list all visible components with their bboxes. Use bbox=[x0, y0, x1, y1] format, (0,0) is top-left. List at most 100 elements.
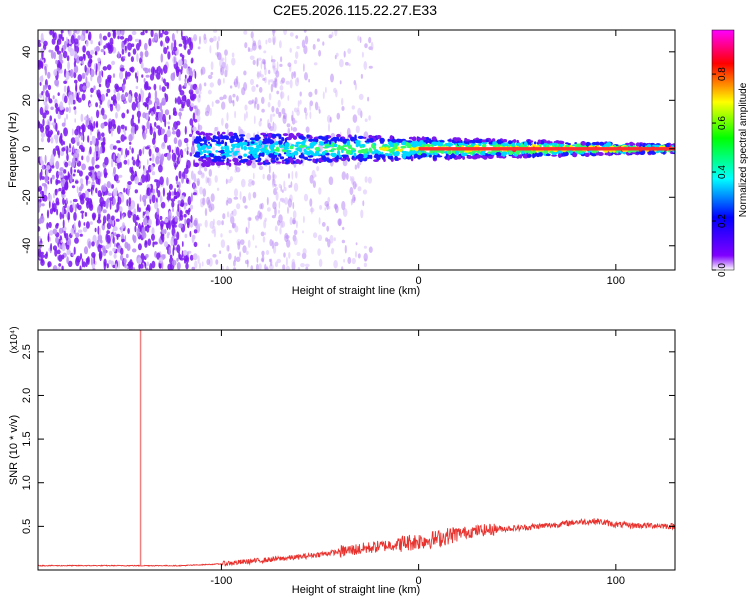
spectrogram-noise-speckle bbox=[96, 109, 100, 119]
spectrogram-noise-speckle bbox=[95, 151, 99, 156]
spectrogram-noise-speckle bbox=[163, 30, 169, 36]
spectrogram-noise-speckle bbox=[101, 132, 105, 137]
spectrogram-band-cell bbox=[354, 140, 361, 143]
spectrogram-band-cell bbox=[462, 155, 465, 160]
spectrogram-noise-speckle bbox=[174, 162, 177, 170]
spectrogram-band-cell bbox=[516, 139, 519, 144]
spectrogram-noise-speckle bbox=[60, 132, 63, 141]
spectrogram-noise-speckle bbox=[243, 70, 247, 76]
spectrogram-noise-speckle bbox=[322, 91, 325, 100]
spectrogram-band-cell bbox=[294, 144, 299, 148]
spectrogram-noise-speckle bbox=[132, 213, 137, 223]
spectrogram-noise-speckle bbox=[209, 82, 214, 88]
spectrogram-noise-speckle bbox=[319, 204, 323, 210]
spectrogram-band-cell bbox=[295, 141, 302, 145]
spectrogram-noise-speckle bbox=[364, 176, 368, 183]
spectrogram-band-cell bbox=[569, 150, 573, 154]
spectrogram-noise-speckle bbox=[267, 207, 271, 212]
spectrogram-noise-speckle bbox=[42, 194, 48, 202]
spectrogram-noise-speckle bbox=[132, 267, 136, 270]
spectrogram-band-cell bbox=[286, 152, 290, 155]
spectrogram-band-cell bbox=[519, 154, 523, 159]
spectrogram-noise-speckle bbox=[47, 262, 50, 268]
spectrogram-noise-speckle bbox=[82, 134, 85, 143]
spectrogram-noise-speckle bbox=[76, 92, 79, 100]
spectrogram-core-line bbox=[418, 147, 675, 151]
spectrogram-noise-speckle bbox=[247, 220, 250, 230]
spectrogram-band-cell bbox=[207, 158, 212, 164]
spectrogram-band-cell bbox=[565, 142, 569, 145]
spectrogram-noise-speckle bbox=[94, 227, 97, 233]
spectrogram-noise-speckle bbox=[293, 182, 299, 192]
spectrogram-noise-speckle bbox=[272, 113, 276, 117]
spectrogram-band-cell bbox=[635, 142, 641, 147]
spectrogram-noise-speckle bbox=[39, 215, 45, 224]
spectrogram-noise-speckle bbox=[183, 213, 187, 218]
spectrogram-noise-speckle bbox=[352, 194, 356, 204]
spectrogram-band-cell bbox=[282, 133, 289, 137]
spectrogram-noise-speckle bbox=[274, 77, 278, 82]
spectrogram-band-cell bbox=[249, 157, 254, 161]
spectrogram-noise-speckle bbox=[172, 107, 177, 114]
spectrogram-noise-speckle bbox=[364, 118, 368, 122]
spectrogram-noise-speckle bbox=[347, 256, 352, 265]
spectrogram-noise-speckle bbox=[193, 241, 198, 248]
spectrogram-noise-speckle bbox=[268, 69, 271, 75]
spectrogram-noise-speckle bbox=[106, 181, 111, 189]
spectrogram-noise-speckle bbox=[186, 98, 191, 108]
spectrogram-noise-speckle bbox=[265, 39, 268, 45]
spectrogram-noise-speckle bbox=[136, 110, 141, 119]
spectrogram-noise-speckle bbox=[39, 81, 42, 86]
spectrogram-noise-speckle bbox=[173, 233, 176, 238]
spectrogram-noise-speckle bbox=[85, 257, 90, 263]
spectrogram-noise-speckle bbox=[163, 133, 168, 144]
spectrogram-noise-speckle bbox=[225, 178, 228, 185]
spectrogram-band-cell bbox=[238, 159, 245, 163]
spectrogram-noise-speckle bbox=[258, 165, 264, 171]
spectrogram-noise-speckle bbox=[295, 220, 298, 229]
spectrogram-noise-speckle bbox=[157, 189, 161, 198]
spectrogram-y-tick-label: 40 bbox=[21, 46, 33, 58]
spectrogram-noise-speckle bbox=[178, 111, 183, 117]
spectrogram-band-cell bbox=[217, 138, 221, 142]
spectrogram-band-cell bbox=[352, 158, 357, 161]
spectrogram-band-cell bbox=[355, 142, 361, 145]
spectrogram-noise-speckle bbox=[314, 174, 317, 178]
spectrogram-band-cell bbox=[466, 155, 473, 159]
spectrogram-noise-speckle bbox=[150, 164, 154, 171]
spectrogram-x-label: Height of straight line (km) bbox=[292, 285, 420, 297]
spectrogram-noise-speckle bbox=[123, 100, 128, 104]
spectrogram-band-cell bbox=[533, 141, 537, 145]
spectrogram-noise-speckle bbox=[145, 253, 149, 258]
spectrogram-noise-speckle bbox=[295, 51, 299, 59]
spectrogram-band-cell bbox=[263, 148, 266, 153]
spectrogram-noise-speckle bbox=[74, 136, 80, 142]
spectrogram-noise-speckle bbox=[166, 45, 169, 50]
spectrogram-band-cell bbox=[210, 162, 215, 166]
spectrogram-noise-speckle bbox=[49, 230, 54, 236]
spectrogram-noise-speckle bbox=[99, 33, 102, 40]
spectrogram-noise-speckle bbox=[329, 234, 334, 244]
spectrogram-noise-speckle bbox=[117, 147, 122, 151]
spectrogram-noise-speckle bbox=[75, 257, 80, 267]
spectrogram-noise-speckle bbox=[334, 30, 338, 37]
spectrogram-noise-speckle bbox=[198, 262, 202, 269]
spectrogram-band-cell bbox=[551, 154, 558, 157]
spectrogram-band-cell bbox=[292, 135, 298, 140]
spectrogram-noise-speckle bbox=[171, 191, 175, 196]
spectrogram-band-cell bbox=[277, 140, 283, 145]
spectrogram-noise-speckle bbox=[357, 186, 362, 192]
spectrogram-noise-speckle bbox=[73, 60, 76, 68]
spectrogram-noise-speckle bbox=[293, 71, 297, 79]
spectrogram-noise-speckle bbox=[44, 84, 48, 90]
spectrogram-noise-speckle bbox=[88, 171, 92, 177]
spectrogram-noise-speckle bbox=[178, 170, 182, 179]
spectrogram-noise-speckle bbox=[225, 199, 229, 206]
spectrogram-noise-speckle bbox=[145, 267, 149, 270]
spectrogram-noise-speckle bbox=[101, 185, 107, 192]
spectrogram-noise-speckle bbox=[58, 34, 62, 39]
spectrogram-noise-speckle bbox=[204, 167, 208, 172]
spectrogram-noise-speckle bbox=[160, 68, 163, 76]
spectrogram-noise-speckle bbox=[47, 233, 50, 243]
